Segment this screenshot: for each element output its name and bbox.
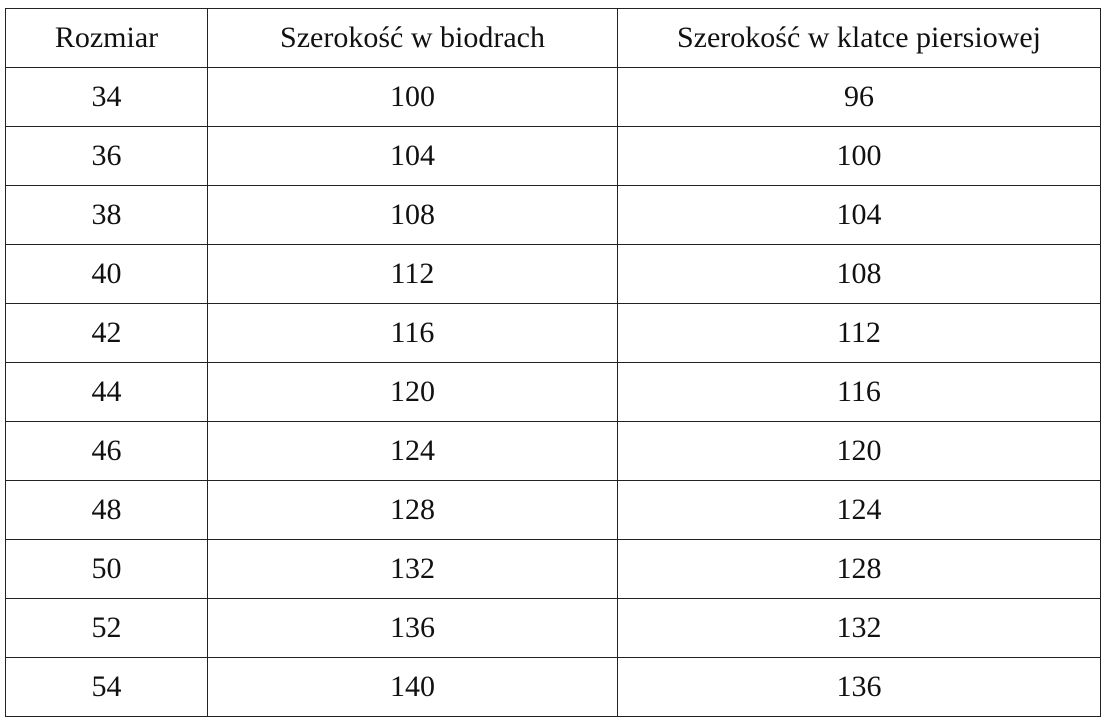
header-cell: Szerokość w biodrach [207,8,618,68]
table-row: 52 136 132 [5,598,1101,658]
table-cell: 136 [207,598,618,658]
table-cell: 48 [5,480,208,540]
table-cell: 54 [5,657,208,717]
table-cell: 132 [207,539,618,599]
table-cell: 42 [5,303,208,363]
table-cell: 108 [207,185,618,245]
table-row: 34 100 96 [5,67,1101,127]
table-cell: 136 [617,657,1101,717]
table-cell: 128 [207,480,618,540]
table-cell: 46 [5,421,208,481]
table-cell: 100 [207,67,618,127]
table-cell: 112 [617,303,1101,363]
table-cell: 100 [617,126,1101,186]
table-row: 50 132 128 [5,539,1101,599]
table-cell: 52 [5,598,208,658]
table-row: 38 108 104 [5,185,1101,245]
table-cell: 96 [617,67,1101,127]
size-table: Rozmiar Szerokość w biodrach Szerokość w k… [5,8,1101,717]
header-row: Rozmiar Szerokość w biodrach Szerokość w k… [5,8,1101,68]
table-cell: 132 [617,598,1101,658]
table-cell: 124 [207,421,618,481]
table-cell: 128 [617,539,1101,599]
table-row: 46 124 120 [5,421,1101,481]
table-cell: 104 [207,126,618,186]
table-cell: 104 [617,185,1101,245]
table-cell: 50 [5,539,208,599]
table-row: 42 116 112 [5,303,1101,363]
header-cell: Szerokość w klatce piersiowej [617,8,1101,68]
table-cell: 108 [617,244,1101,304]
table-cell: 38 [5,185,208,245]
table-cell: 116 [207,303,618,363]
table-row: 48 128 124 [5,480,1101,540]
table-cell: 44 [5,362,208,422]
table-row: 44 120 116 [5,362,1101,422]
table-header: Rozmiar Szerokość w biodrach Szerokość w k… [5,8,1101,68]
table-body: 34 100 96 36 104 100 38 108 104 40 112 108 42 116 112 4… [5,67,1101,717]
table-cell: 124 [617,480,1101,540]
table-row: 54 140 136 [5,657,1101,717]
table-cell: 112 [207,244,618,304]
table-cell: 120 [207,362,618,422]
table-row: 40 112 108 [5,244,1101,304]
table-cell: 140 [207,657,618,717]
table-cell: 120 [617,421,1101,481]
table-cell: 36 [5,126,208,186]
header-cell: Rozmiar [5,8,208,68]
table-cell: 116 [617,362,1101,422]
table-row: 36 104 100 [5,126,1101,186]
table-cell: 40 [5,244,208,304]
table-cell: 34 [5,67,208,127]
